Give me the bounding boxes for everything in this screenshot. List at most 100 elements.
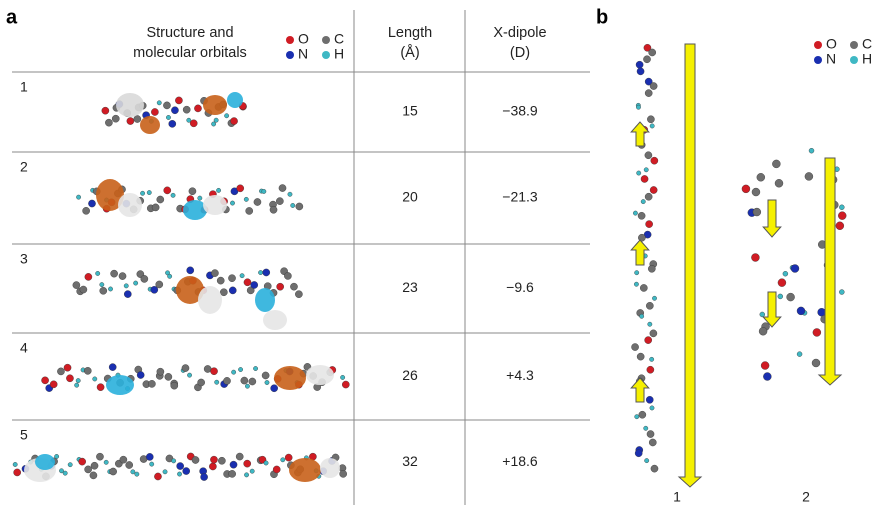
atom bbox=[245, 207, 254, 215]
legend-dot bbox=[286, 51, 294, 59]
atom bbox=[264, 380, 270, 385]
atom bbox=[191, 456, 200, 464]
atom bbox=[644, 77, 653, 86]
atom bbox=[269, 205, 278, 214]
atom bbox=[95, 271, 101, 276]
molecule-label: 1 bbox=[673, 489, 681, 505]
atom bbox=[272, 465, 281, 474]
dipole-value: −21.3 bbox=[502, 189, 538, 205]
atom bbox=[636, 104, 641, 110]
row-id: 1 bbox=[20, 79, 28, 95]
atom bbox=[804, 172, 814, 181]
atom bbox=[270, 384, 278, 393]
atom bbox=[218, 456, 226, 465]
row-id: 3 bbox=[20, 251, 28, 267]
atom bbox=[99, 286, 108, 295]
atom bbox=[170, 381, 179, 390]
dipole-arrow bbox=[630, 239, 650, 266]
atom bbox=[284, 272, 292, 280]
atom bbox=[156, 195, 165, 204]
row-id: 4 bbox=[20, 340, 28, 356]
atom bbox=[631, 343, 639, 351]
atom bbox=[647, 321, 653, 327]
atom bbox=[634, 449, 643, 458]
atom bbox=[756, 173, 766, 182]
atom bbox=[763, 372, 772, 381]
dipole-arrow bbox=[630, 377, 650, 403]
atom bbox=[340, 375, 346, 380]
atom bbox=[640, 175, 649, 183]
atom bbox=[165, 454, 174, 463]
atom bbox=[782, 271, 789, 277]
atom bbox=[197, 195, 203, 201]
legend-label: C bbox=[862, 36, 872, 52]
atom bbox=[262, 268, 271, 277]
orbital bbox=[198, 286, 222, 314]
atom bbox=[154, 472, 162, 481]
atom bbox=[167, 273, 173, 279]
dipole-arrow bbox=[762, 291, 782, 328]
atom bbox=[648, 264, 656, 273]
orbital bbox=[227, 92, 243, 108]
dipole-value: −38.9 bbox=[502, 103, 538, 119]
atom bbox=[177, 471, 182, 477]
atom bbox=[649, 123, 655, 129]
atom bbox=[634, 414, 640, 420]
atom bbox=[118, 272, 127, 280]
atom bbox=[634, 281, 639, 287]
atom bbox=[635, 60, 644, 69]
atom bbox=[796, 351, 803, 357]
atom bbox=[200, 473, 208, 481]
legend-label: N bbox=[298, 46, 308, 62]
atom bbox=[228, 286, 237, 295]
atom bbox=[123, 290, 132, 298]
atom bbox=[278, 184, 287, 192]
atom bbox=[96, 383, 105, 391]
dipole-arrow bbox=[817, 157, 843, 386]
atom bbox=[12, 462, 18, 467]
atom bbox=[123, 283, 129, 289]
atom bbox=[84, 465, 92, 474]
atom bbox=[119, 455, 128, 464]
atom bbox=[645, 395, 654, 404]
atom bbox=[253, 198, 262, 206]
atom bbox=[146, 190, 152, 195]
atom bbox=[82, 207, 90, 215]
orbital bbox=[203, 195, 227, 215]
atom bbox=[211, 269, 219, 277]
atom bbox=[156, 367, 165, 376]
dipole-arrow bbox=[762, 199, 782, 238]
dipole-arrow bbox=[677, 43, 703, 488]
atom bbox=[134, 471, 140, 477]
molecule-label: 2 bbox=[802, 489, 810, 505]
atom bbox=[187, 372, 192, 378]
atom bbox=[203, 365, 212, 373]
atom bbox=[99, 282, 105, 288]
orbital bbox=[116, 93, 144, 117]
atom bbox=[72, 281, 81, 289]
orbital bbox=[203, 95, 227, 115]
atom bbox=[13, 468, 21, 477]
atom bbox=[109, 467, 117, 476]
dipole-value: +4.3 bbox=[506, 367, 534, 383]
atom bbox=[149, 461, 155, 467]
atom bbox=[63, 363, 72, 372]
atom bbox=[140, 275, 149, 283]
atom bbox=[643, 425, 649, 431]
atom bbox=[647, 115, 655, 124]
atom bbox=[643, 167, 649, 173]
atom bbox=[163, 101, 171, 110]
atom bbox=[758, 327, 768, 336]
atom bbox=[186, 117, 192, 123]
atom bbox=[228, 274, 236, 282]
atom bbox=[75, 378, 81, 383]
atom bbox=[175, 96, 183, 105]
atom bbox=[243, 196, 249, 202]
atom bbox=[210, 367, 218, 376]
atom bbox=[182, 105, 191, 114]
atom bbox=[752, 207, 762, 217]
header: (Å) bbox=[400, 44, 419, 61]
atom bbox=[290, 282, 298, 291]
atom bbox=[839, 204, 845, 210]
atom bbox=[640, 284, 648, 292]
